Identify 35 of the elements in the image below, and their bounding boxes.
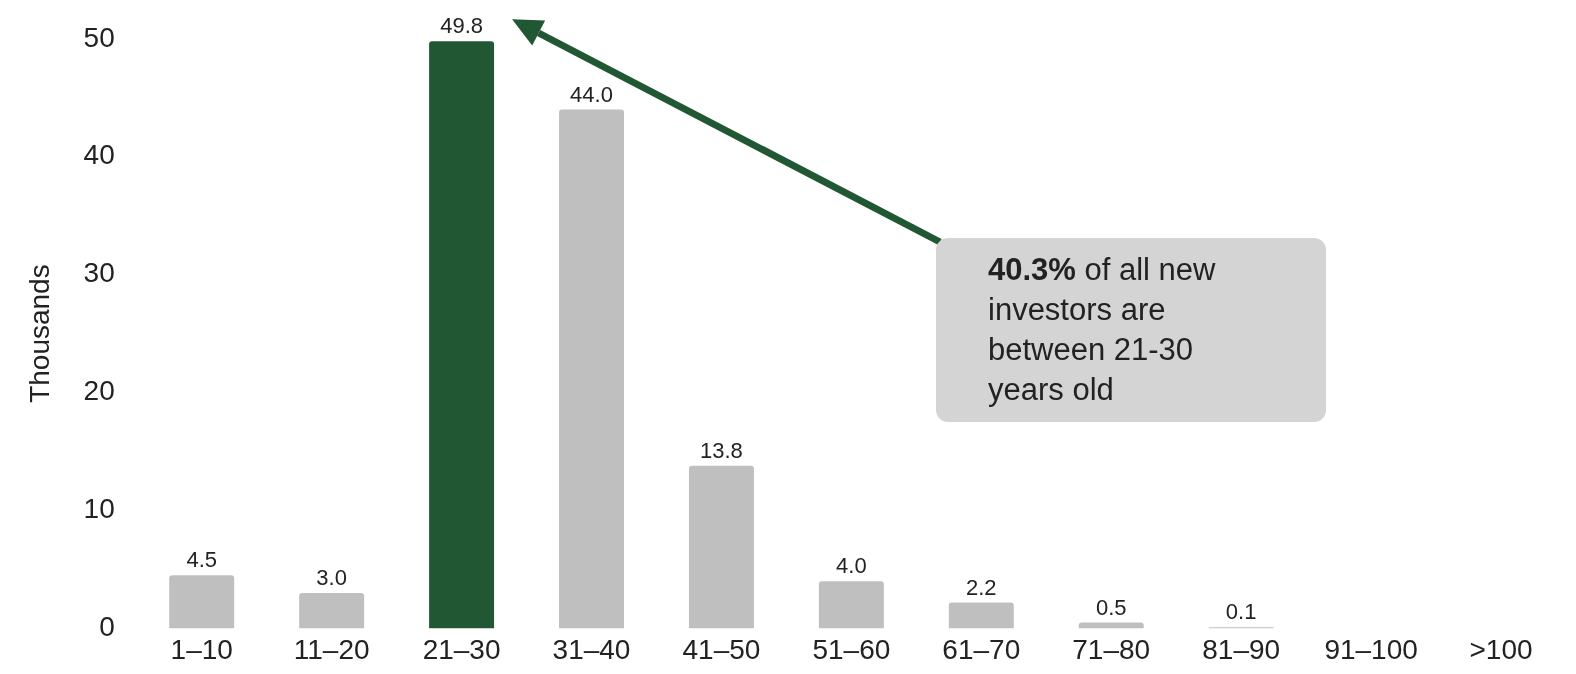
data-label: 13.8 <box>700 437 743 463</box>
x-tick-label: 41–50 <box>682 633 761 665</box>
x-tick-label: 61–70 <box>942 633 1021 665</box>
bar <box>299 593 365 629</box>
data-label: 4.5 <box>186 547 218 573</box>
x-tick-label: >100 <box>1469 633 1533 665</box>
bar <box>429 41 495 629</box>
x-tick-label: 1–10 <box>170 633 233 665</box>
x-tick-label: 91–100 <box>1324 633 1418 665</box>
x-tick-label: 51–60 <box>812 633 891 665</box>
x-tick-label: 71–80 <box>1072 633 1151 665</box>
y-tick-label: 20 <box>83 375 115 407</box>
y-tick-label: 0 <box>99 611 115 643</box>
callout-box: 40.3% of all new investors are between 21-30 years old <box>936 238 1326 422</box>
data-label: 0.5 <box>1095 594 1127 620</box>
y-tick-label: 50 <box>83 21 115 53</box>
bar <box>818 581 884 629</box>
x-tick-label: 31–40 <box>552 633 631 665</box>
data-label: 3.0 <box>316 565 347 591</box>
y-axis-title: Thousands <box>23 264 55 403</box>
x-tick-label: 21–30 <box>422 633 501 665</box>
bar <box>559 109 624 629</box>
bar <box>688 465 754 629</box>
x-tick-label: 11–20 <box>293 633 370 665</box>
data-label: 49.8 <box>440 13 483 39</box>
bar <box>169 575 235 629</box>
data-label: 0.1 <box>1225 599 1257 625</box>
bar <box>948 602 1014 629</box>
y-tick-label: 10 <box>83 493 115 525</box>
data-label: 44.0 <box>570 81 613 107</box>
data-label: 4.0 <box>836 553 867 579</box>
y-tick-label: 40 <box>83 139 115 171</box>
x-tick-label: 81–90 <box>1202 633 1281 665</box>
y-tick-label: 30 <box>83 257 115 289</box>
data-label: 2.2 <box>966 574 997 600</box>
